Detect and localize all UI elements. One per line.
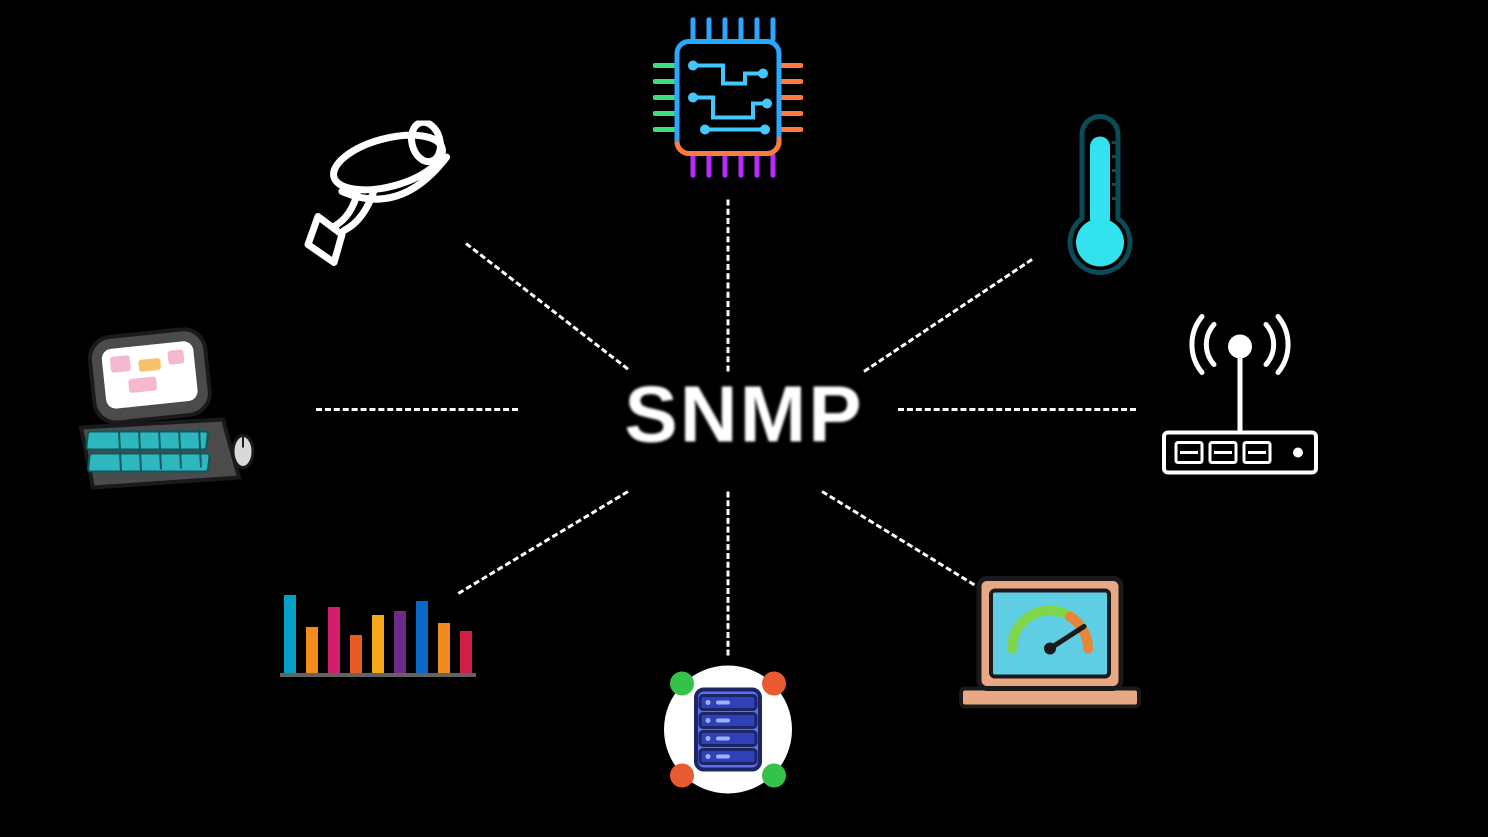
security-camera-icon — [288, 121, 468, 276]
chip-icon — [653, 18, 803, 183]
laptop-cartoon-icon — [75, 328, 275, 503]
spoke-right — [898, 408, 1136, 411]
spoke-bottom — [727, 492, 730, 656]
spoke-top — [727, 200, 730, 372]
bar-chart-icon — [280, 595, 476, 677]
spoke-left — [316, 408, 518, 411]
laptop-gauge-icon — [955, 571, 1145, 726]
spoke-bottom-left — [458, 490, 629, 595]
wireless-router-icon — [1150, 303, 1330, 498]
center-title: SNMP — [624, 368, 863, 460]
spoke-top-left — [465, 242, 629, 370]
diagram-stage: SNMP — [0, 0, 1488, 837]
thermometer-icon — [1060, 109, 1140, 284]
server-cluster-icon — [658, 660, 798, 805]
spoke-top-right — [863, 258, 1033, 373]
